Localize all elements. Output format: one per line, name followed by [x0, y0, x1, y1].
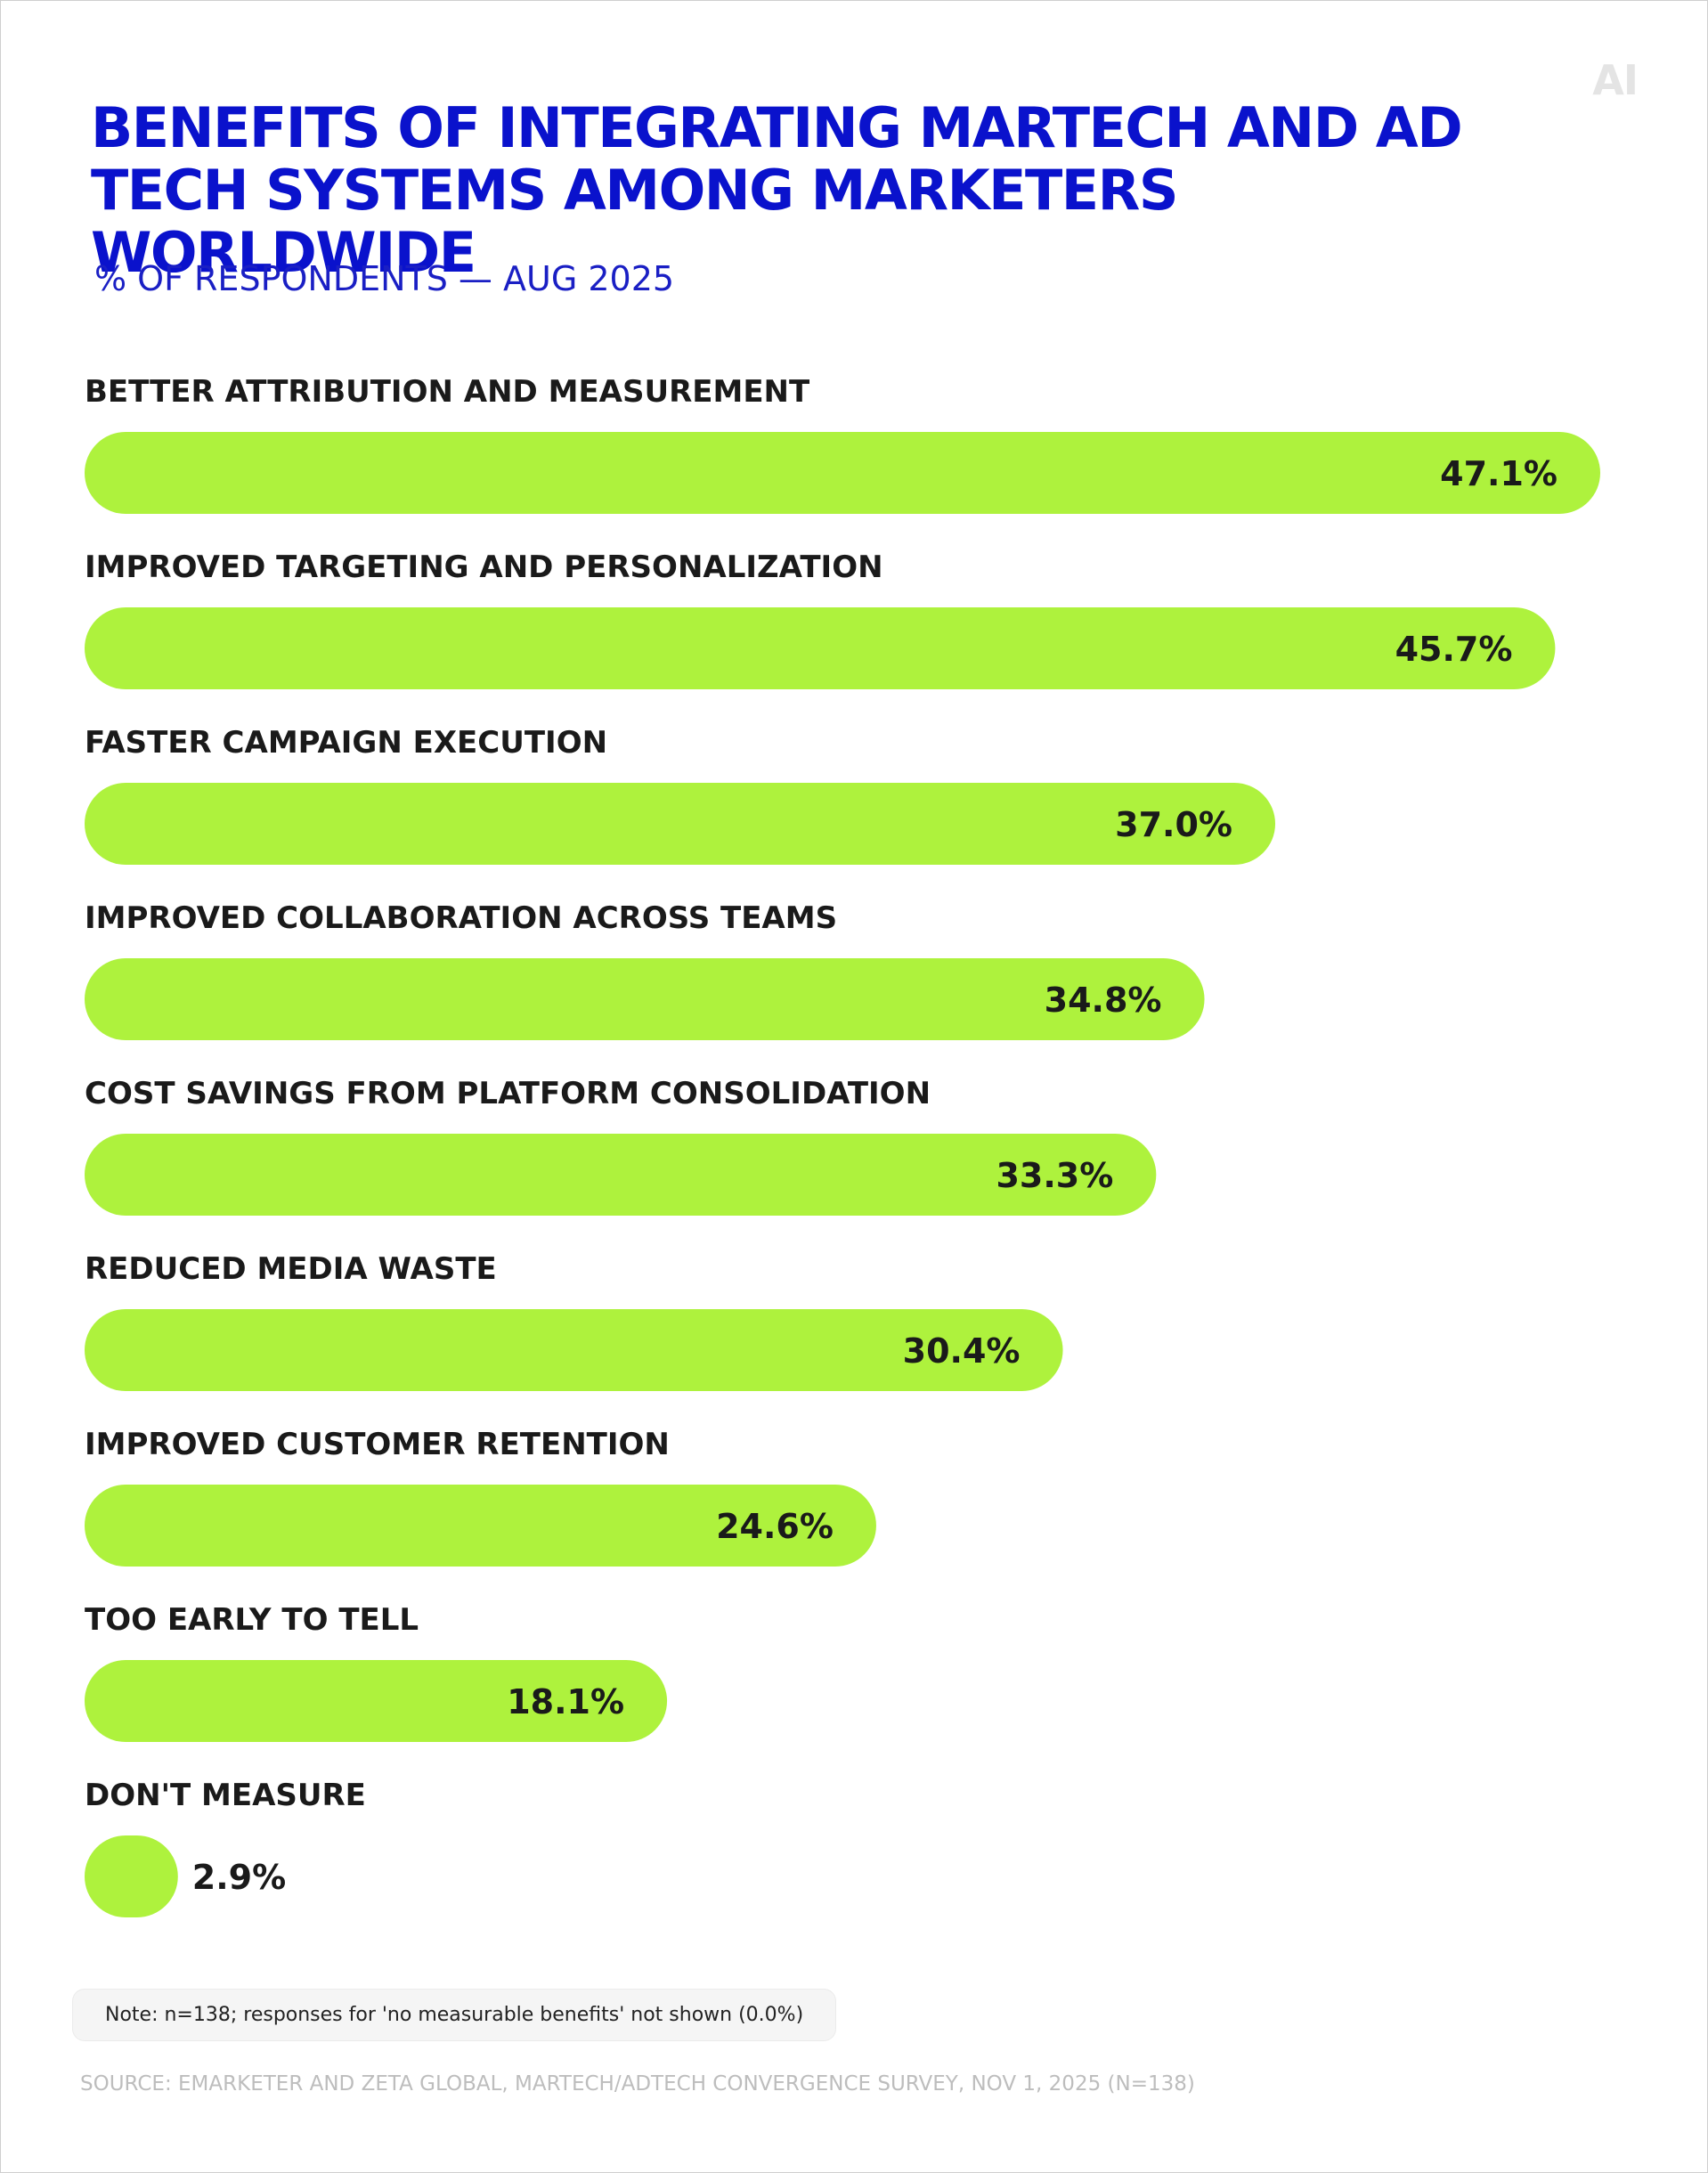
- bar-cost-savings-from-platform-consolidation: [85, 1134, 1157, 1216]
- value-label-improved-collaboration-across-teams: 34.8%: [1045, 981, 1162, 1020]
- bar-improved-collaboration-across-teams: [85, 958, 1205, 1040]
- bar-improved-customer-retention: [85, 1485, 876, 1567]
- value-label-too-early-to-tell: 18.1%: [507, 1682, 624, 1721]
- value-label-reduced-media-waste: 30.4%: [903, 1331, 1021, 1371]
- bar-improved-targeting-and-personalization: [85, 607, 1556, 689]
- category-label-don-t-measure: DON'T MEASURE: [85, 1778, 366, 1813]
- category-label-too-early-to-tell: TOO EARLY TO TELL: [85, 1602, 419, 1638]
- bar-chart-svg: BETTER ATTRIBUTION AND MEASUREMENT 47.1% I…: [85, 374, 1600, 1917]
- category-label-improved-collaboration-across-teams: IMPROVED COLLABORATION ACROSS TEAMS: [85, 900, 837, 936]
- value-label-improved-targeting-and-personalization: 45.7%: [1395, 630, 1513, 669]
- category-label-cost-savings-from-platform-consolidation: COST SAVINGS FROM PLATFORM CONSOLIDATION: [85, 1076, 931, 1111]
- bar-too-early-to-tell: [85, 1660, 668, 1742]
- bar-faster-campaign-execution: [85, 783, 1276, 865]
- category-label-better-attribution-and-measurement: BETTER ATTRIBUTION AND MEASUREMENT: [85, 374, 810, 410]
- source-line: SOURCE: EMARKETER AND ZETA GLOBAL, MARTE…: [80, 2072, 1195, 2096]
- value-label-don-t-measure: 2.9%: [192, 1858, 286, 1897]
- brand-logo: AI: [1592, 56, 1639, 104]
- category-label-improved-customer-retention: IMPROVED CUSTOMER RETENTION: [85, 1427, 670, 1462]
- bar-reduced-media-waste: [85, 1309, 1063, 1391]
- category-label-improved-targeting-and-personalization: IMPROVED TARGETING AND PERSONALIZATION: [85, 549, 883, 585]
- category-label-reduced-media-waste: REDUCED MEDIA WASTE: [85, 1251, 497, 1287]
- bar-don-t-measure: [85, 1835, 178, 1917]
- value-label-cost-savings-from-platform-consolidation: 33.3%: [996, 1156, 1113, 1195]
- chart-title: BENEFITS OF INTEGRATING MARTECH AND AD T…: [91, 95, 1463, 285]
- bar-chart: BETTER ATTRIBUTION AND MEASUREMENT 47.1% I…: [85, 374, 1652, 1925]
- footnote: Note: n=138; responses for 'no measurabl…: [72, 1989, 837, 2041]
- category-label-faster-campaign-execution: FASTER CAMPAIGN EXECUTION: [85, 725, 607, 761]
- bar-better-attribution-and-measurement: [85, 432, 1600, 514]
- value-label-better-attribution-and-measurement: 47.1%: [1440, 454, 1558, 493]
- value-label-improved-customer-retention: 24.6%: [716, 1507, 834, 1546]
- chart-subtitle: % OF RESPONDENTS — AUG 2025: [94, 259, 675, 298]
- value-label-faster-campaign-execution: 37.0%: [1115, 805, 1232, 844]
